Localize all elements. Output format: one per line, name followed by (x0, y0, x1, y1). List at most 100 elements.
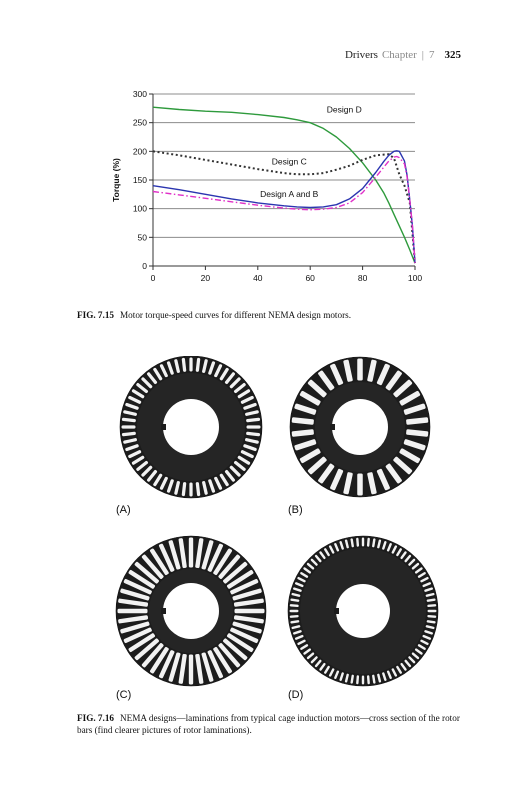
rotor-bar-slot (303, 567, 312, 574)
rotor-bar-slot (290, 598, 300, 602)
rotor-bar-slot (223, 561, 248, 584)
page-number: 325 (444, 49, 462, 61)
rotor-bar-slot (377, 539, 382, 549)
series-label-2: Design C (272, 157, 307, 167)
lamination-disc-d (287, 535, 439, 687)
rotor-bar-slot (424, 630, 433, 635)
shaft-hole (336, 584, 390, 638)
rotor-bar-slot (393, 379, 413, 398)
rotor-bar-slot (123, 578, 152, 595)
series-line-4 (152, 155, 416, 264)
rotor-bar-slot (195, 357, 201, 372)
rotor-bar-slot (417, 644, 426, 650)
rotor-bar-slot (168, 652, 181, 682)
running-head-separator: | (421, 49, 424, 61)
rotor-bar-slot (141, 377, 153, 389)
rotor-bar-slot (289, 614, 299, 618)
rotor-bar-slot (218, 643, 241, 668)
rotor-bar-slot (159, 476, 168, 490)
figure-7-16-number: FIG. 7.16 (77, 713, 115, 723)
rotor-bar-slot (324, 548, 330, 557)
rotor-bar-slot (295, 582, 304, 588)
rotor-bar-slot (396, 665, 402, 674)
rotor-bar-slot (357, 358, 363, 381)
rotor-bar-slot (299, 448, 321, 464)
rotor-bar-slot (201, 540, 214, 570)
series-label-1: Design D (327, 104, 362, 114)
rotor-bar-slot (219, 367, 229, 381)
rotor-bar-slot (181, 357, 187, 372)
rotor-bar-slot (229, 465, 241, 477)
rotor-bar-slot (425, 625, 435, 630)
rotor-bar-slot (414, 648, 423, 655)
rotor-bar-slot (350, 674, 354, 684)
rotor-bar-slot (404, 659, 412, 668)
rotor-bar-slot (319, 551, 326, 560)
rotor-bar-slot (208, 361, 216, 375)
rotor-bar-slot (400, 551, 407, 560)
rotor-bar-slot (214, 364, 223, 378)
rotor-bar-slot (343, 359, 353, 382)
rotor-bar-slot (293, 630, 302, 635)
rotor-bar-slot (426, 598, 436, 602)
rotor-bar-slot (310, 656, 318, 664)
rotor-bar-slot (141, 643, 164, 668)
figure-7-16-text: NEMA designs—laminations from typical ca… (77, 713, 460, 735)
rotor-bar-slot (344, 673, 349, 683)
rotor-bar-slot (207, 543, 224, 572)
rotor-bar-slot (229, 377, 241, 389)
rotor-bar-slot (207, 650, 224, 679)
rotor-bar-slot (300, 644, 309, 650)
rotor-bar-slot (393, 456, 413, 475)
rotor-bar-slot (230, 627, 259, 644)
rotor-bar-slot (134, 638, 159, 661)
x-tick-label: 20 (201, 273, 211, 283)
series-line-2 (152, 150, 416, 264)
rotor-bar-slot (366, 537, 370, 547)
rotor-bar-slot (386, 543, 392, 552)
rotor-bar-slot (178, 538, 187, 569)
rotor-bar-slot (344, 539, 349, 549)
rotor-bar-slot (214, 476, 223, 490)
y-tick-label: 250 (133, 118, 147, 128)
keyway-notch (161, 424, 166, 430)
rotor-bar-slot (147, 469, 158, 482)
rotor-bar-slot (117, 608, 148, 614)
rotor-bar-slot (404, 554, 412, 563)
rotor-bar-slot (136, 383, 149, 394)
rotor-bar-slot (319, 662, 326, 671)
rotor-bar-slot (422, 582, 431, 588)
rotor-bar-slot (223, 638, 248, 661)
rotor-bar-slot (307, 456, 327, 475)
rotor-bar-slot (159, 364, 168, 378)
rotor-bar-slot (372, 538, 376, 548)
rotor-bar-slot (339, 541, 344, 550)
rotor-bar-slot (299, 390, 321, 406)
rotor-bar-slot (158, 543, 175, 572)
lamination-panel-a: (A) (108, 356, 278, 516)
rotor-bar-slot (297, 576, 306, 583)
lamination-disc-c (115, 535, 267, 687)
running-head: Drivers Chapter | 7 325 (345, 49, 461, 61)
rotor-bar-slot (406, 417, 429, 425)
shaft-hole (332, 399, 388, 455)
rotor-bar-slot (385, 463, 402, 484)
rotor-bar-slot (233, 460, 246, 471)
rotor-bar-slot (289, 609, 299, 613)
rotor-bar-slot (330, 468, 344, 491)
rotor-bar-slot (356, 675, 360, 685)
rotor-bar-slot (149, 646, 169, 674)
rotor-bar-slot (232, 588, 262, 601)
rotor-bar-slot (189, 357, 193, 372)
rotor-bar-slot (120, 621, 150, 634)
rotor-bar-slot (408, 656, 416, 664)
rotor-bar-slot (396, 548, 402, 557)
rotor-bar-slot (178, 653, 187, 684)
rotor-bar-slot (131, 455, 145, 465)
rotor-bar-slot (414, 567, 423, 574)
rotor-bar-slot (318, 463, 335, 484)
rotor-bar-slot (382, 541, 387, 550)
rotor-bar-slot (141, 465, 153, 477)
rotor-bar-slot (219, 473, 229, 487)
rotor-bar-slot (213, 548, 233, 576)
